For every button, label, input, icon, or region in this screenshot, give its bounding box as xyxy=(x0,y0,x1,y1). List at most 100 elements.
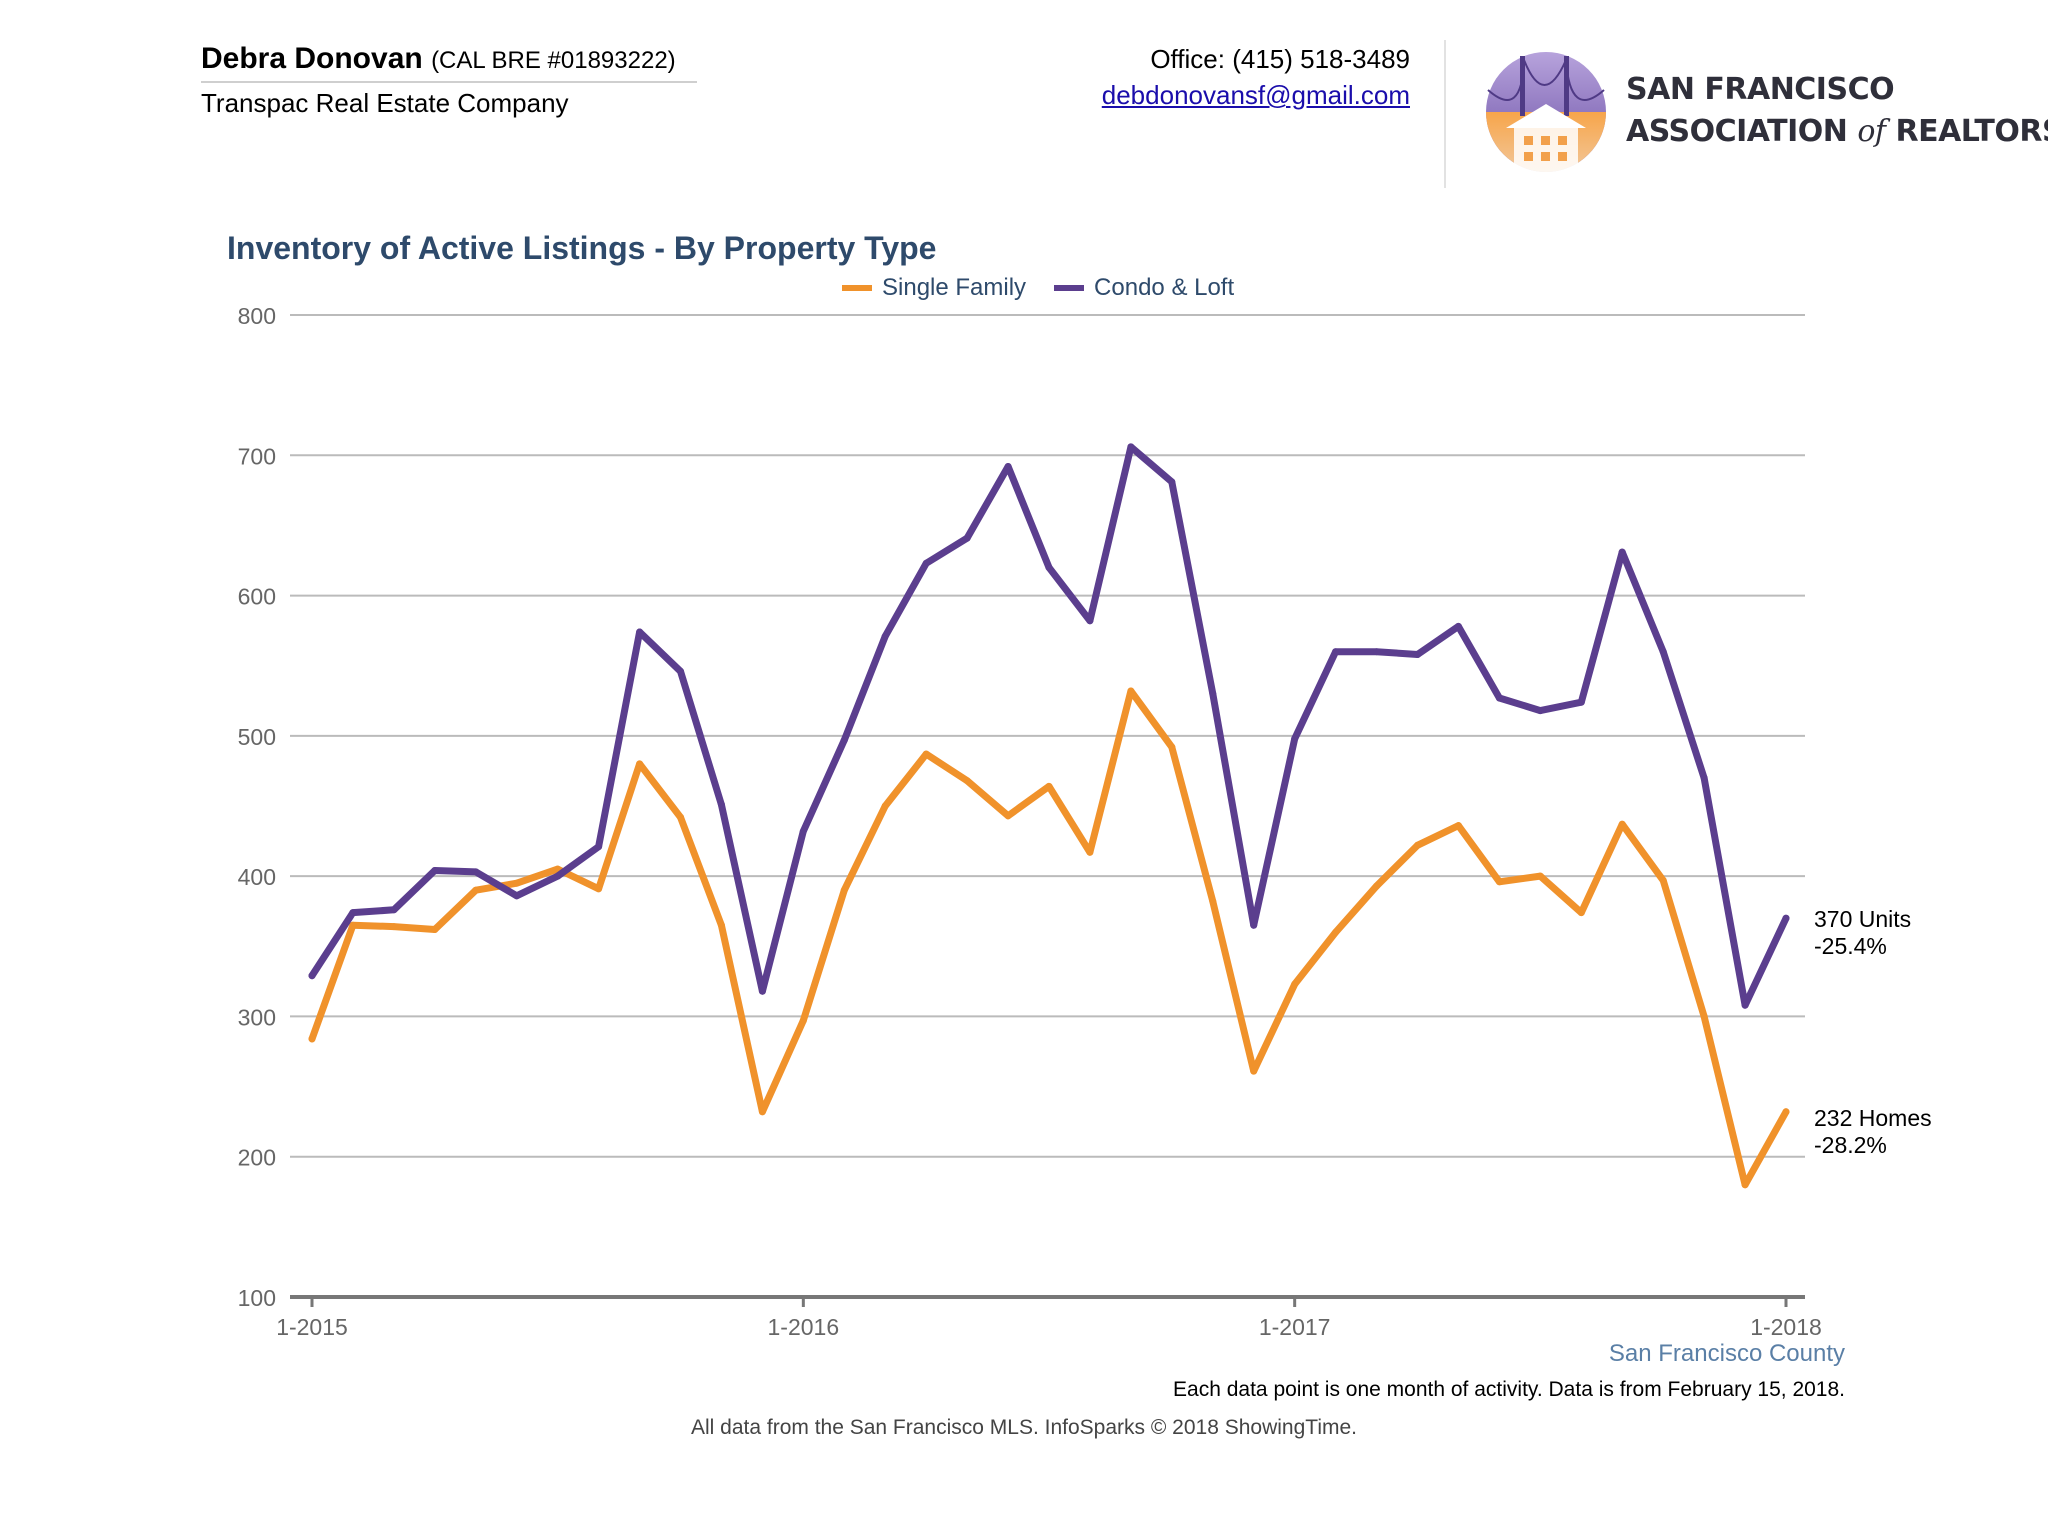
data-point-condo-loft xyxy=(1495,694,1503,702)
data-point-condo-loft xyxy=(1045,564,1053,571)
data-point-single-family xyxy=(922,750,930,758)
data-point-single-family xyxy=(717,921,725,929)
logo-line2: ASSOCIATION of REALTORS® xyxy=(1626,108,2048,150)
data-point-single-family xyxy=(1045,782,1053,790)
data-point-condo-loft xyxy=(758,987,766,995)
logo-association: ASSOCIATION xyxy=(1626,114,1848,149)
data-point-single-family xyxy=(1086,848,1094,856)
legend-item-single-family: Single Family xyxy=(842,274,1026,302)
data-point-condo-loft xyxy=(1741,1001,1749,1009)
agent-name: Debra Donovan xyxy=(201,42,423,75)
data-point-condo-loft xyxy=(554,872,562,880)
data-point-condo-loft xyxy=(677,667,684,675)
x-axis: 1-2015 1-2016 1-2017 1-2018 xyxy=(276,1295,1822,1340)
logo-of: of xyxy=(1857,114,1886,149)
data-point-single-family xyxy=(1577,909,1585,917)
agent-underline xyxy=(201,81,697,83)
data-point-single-family xyxy=(1168,743,1176,751)
agent-name-line: Debra Donovan (CAL BRE #01893222) xyxy=(201,42,676,76)
series-lines xyxy=(308,443,1790,1189)
data-point-single-family xyxy=(431,926,439,933)
y-tick-label: 400 xyxy=(238,864,276,890)
data-point-single-family xyxy=(1127,687,1135,695)
legend-label-single-family: Single Family xyxy=(882,274,1027,301)
data-point-condo-loft xyxy=(881,632,889,640)
data-point-condo-loft xyxy=(1291,735,1299,743)
sfar-logo: SAN FRANCISCO ASSOCIATION of REALTORS® xyxy=(1484,50,2048,180)
data-point-single-family xyxy=(1250,1067,1258,1075)
data-point-condo-loft xyxy=(390,906,398,914)
data-point-condo-loft xyxy=(1577,698,1585,706)
y-tick-label: 500 xyxy=(238,724,276,750)
data-point-single-family xyxy=(1414,841,1421,849)
end-label-single-family-value: 232 Homes xyxy=(1814,1105,1932,1131)
data-point-condo-loft xyxy=(1454,622,1462,630)
data-point-condo-loft xyxy=(308,972,316,980)
data-point-single-family xyxy=(1659,876,1667,884)
data-point-single-family xyxy=(1536,872,1544,880)
chart-title: Inventory of Active Listings - By Proper… xyxy=(227,230,937,266)
x-tick-label: 1-2015 xyxy=(276,1314,348,1340)
x-tick-label: 1-2017 xyxy=(1259,1314,1331,1340)
data-point-condo-loft xyxy=(1414,651,1421,658)
data-point-single-family xyxy=(1373,882,1381,890)
y-axis-ticks: 100 200 300 400 500 600 700 800 xyxy=(238,303,276,1311)
end-label-single-family-change: -28.2% xyxy=(1814,1132,1887,1158)
y-tick-label: 700 xyxy=(238,443,276,469)
data-point-condo-loft xyxy=(595,843,603,851)
data-point-single-family xyxy=(1291,980,1299,988)
data-point-single-family xyxy=(840,886,848,894)
legend-label-condo-loft: Condo & Loft xyxy=(1094,274,1235,301)
office-phone: Office: (415) 518-3489 xyxy=(1150,44,1410,74)
data-point-condo-loft xyxy=(717,801,725,809)
legend-swatch-single-family xyxy=(842,285,872,291)
region-label: San Francisco County xyxy=(1608,1340,1845,1367)
data-point-condo-loft xyxy=(1536,707,1544,715)
data-point-condo-loft xyxy=(799,827,807,835)
footer-credit: All data from the San Francisco MLS. Inf… xyxy=(690,1416,1357,1439)
data-point-condo-loft xyxy=(1250,921,1258,929)
data-point-condo-loft xyxy=(1004,463,1012,470)
golden-gate-bridge-houses-logo-icon xyxy=(1486,52,1606,172)
end-label-single-family: 232 Homes -28.2% xyxy=(1814,1105,1932,1159)
data-point-condo-loft xyxy=(472,868,480,876)
y-tick-label: 100 xyxy=(238,1285,276,1311)
data-point-condo-loft xyxy=(963,534,971,542)
data-note: Each data point is one month of activity… xyxy=(1173,1378,1845,1401)
y-tick-label: 600 xyxy=(238,584,276,610)
data-point-single-family xyxy=(1700,1012,1708,1020)
data-point-single-family xyxy=(1004,812,1012,820)
legend-swatch-condo-loft xyxy=(1054,285,1085,291)
logo-realtors: REALTORS xyxy=(1895,114,2048,149)
data-point-condo-loft xyxy=(636,628,644,636)
data-point-condo-loft xyxy=(1700,774,1708,782)
data-point-single-family xyxy=(472,886,480,894)
data-point-single-family xyxy=(1782,1108,1790,1116)
y-tick-label: 200 xyxy=(238,1145,276,1171)
data-point-condo-loft xyxy=(1086,617,1094,625)
email-link[interactable]: debdonovansf@gmail.com xyxy=(1101,80,1410,110)
chart-legend: Single Family Condo & Loft xyxy=(842,274,1262,302)
data-point-single-family xyxy=(595,885,603,893)
data-point-condo-loft xyxy=(1168,478,1176,486)
data-point-single-family xyxy=(1741,1181,1749,1189)
data-point-condo-loft xyxy=(349,909,357,917)
data-point-single-family xyxy=(1209,897,1217,905)
logo-line1: SAN FRANCISCO xyxy=(1626,72,1895,107)
data-point-condo-loft xyxy=(922,559,930,567)
data-point-single-family xyxy=(1454,822,1462,830)
data-point-condo-loft xyxy=(1209,690,1217,698)
end-label-condo-loft-value: 370 Units xyxy=(1814,906,1912,932)
data-point-condo-loft xyxy=(1659,648,1667,656)
y-tick-label: 800 xyxy=(238,303,276,329)
series-line-single-family xyxy=(308,687,1790,1189)
data-point-single-family xyxy=(513,879,521,887)
data-point-single-family xyxy=(758,1108,766,1116)
company-name: Transpac Real Estate Company xyxy=(201,88,569,118)
data-point-single-family xyxy=(881,802,889,810)
legend-item-condo-loft: Condo & Loft xyxy=(1054,274,1234,302)
header-divider xyxy=(1444,40,1446,188)
end-label-condo-loft: 370 Units -25.4% xyxy=(1814,906,1911,960)
data-point-condo-loft xyxy=(431,867,439,874)
data-point-single-family xyxy=(799,1017,807,1025)
